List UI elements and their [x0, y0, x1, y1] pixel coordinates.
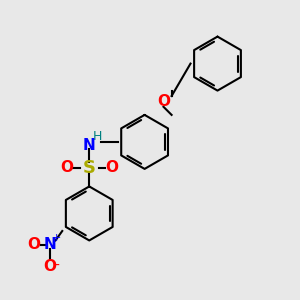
Text: N: N: [83, 138, 96, 153]
Text: O: O: [44, 259, 57, 274]
Text: O: O: [60, 160, 73, 175]
Text: S: S: [83, 158, 96, 176]
Text: O: O: [106, 160, 119, 175]
Text: N: N: [44, 237, 56, 252]
Text: H: H: [93, 130, 102, 143]
Text: -: -: [54, 259, 59, 273]
Text: +: +: [52, 233, 62, 243]
Text: O: O: [27, 237, 40, 252]
Text: O: O: [157, 94, 170, 109]
